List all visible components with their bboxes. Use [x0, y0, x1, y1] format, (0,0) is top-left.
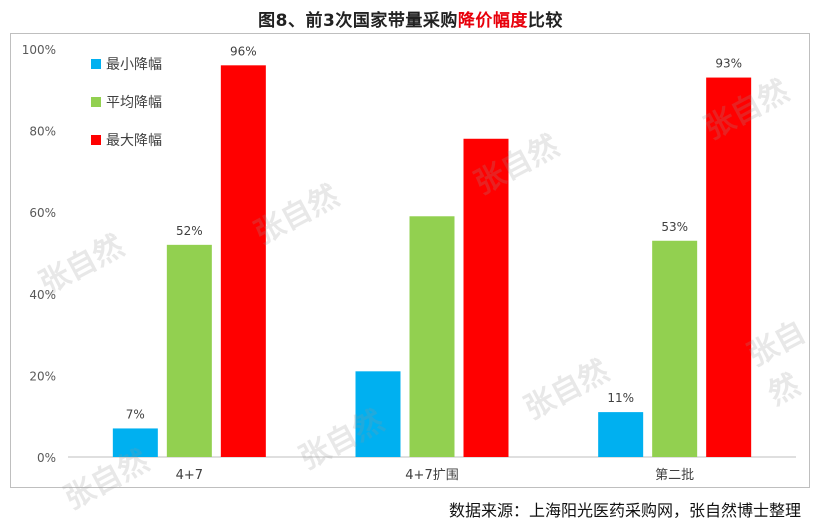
- bar-chart: 0% 20% 40% 60% 80% 100% 7% 52% 96% 4+7 4+7扩围 11% 53%…: [22, 43, 796, 483]
- chart-area: 0% 20% 40% 60% 80% 100% 7% 52% 96% 4+7 4+7扩围 11% 53%…: [10, 33, 810, 488]
- bar-min: [112, 428, 158, 457]
- data-label: 53%: [661, 220, 688, 234]
- title-suffix: 比较: [527, 11, 563, 31]
- title-prefix: 图8、前3次国家带量采购: [258, 11, 458, 31]
- bar-max: [463, 138, 509, 457]
- chart-title: 图8、前3次国家带量采购降价幅度比较: [0, 6, 821, 31]
- y-tick-label: 100%: [22, 43, 56, 57]
- data-label: 7%: [126, 407, 145, 421]
- bar-avg: [409, 216, 455, 457]
- title-highlight: 降价幅度: [457, 11, 528, 31]
- data-label: 96%: [230, 44, 257, 58]
- bar-min: [598, 412, 644, 457]
- y-tick-label: 20%: [29, 369, 56, 383]
- x-tick-label: 4+7扩围: [405, 468, 458, 483]
- data-label: 52%: [176, 224, 203, 238]
- bar-avg: [652, 240, 698, 457]
- bar-avg: [166, 244, 212, 457]
- data-label: 93%: [715, 57, 742, 71]
- y-tick-label: 0%: [37, 451, 56, 465]
- source-note: 数据来源：上海阳光医药采购网，张自然博士整理: [448, 501, 801, 520]
- legend-label: 平均降幅: [106, 95, 162, 111]
- bar-max: [220, 65, 266, 457]
- bar-min: [355, 371, 401, 457]
- legend-swatch: [91, 97, 101, 107]
- x-tick-label: 第二批: [655, 468, 694, 483]
- legend-label: 最小降幅: [106, 57, 162, 73]
- y-tick-label: 60%: [29, 206, 56, 220]
- y-tick-label: 40%: [29, 288, 56, 302]
- legend-swatch: [91, 59, 101, 69]
- bar-max: [706, 77, 752, 457]
- x-tick-label: 4+7: [176, 468, 203, 483]
- legend-label: 最大降幅: [106, 133, 162, 149]
- y-tick-label: 80%: [29, 125, 56, 139]
- data-label: 11%: [607, 391, 634, 405]
- legend-swatch: [91, 135, 101, 145]
